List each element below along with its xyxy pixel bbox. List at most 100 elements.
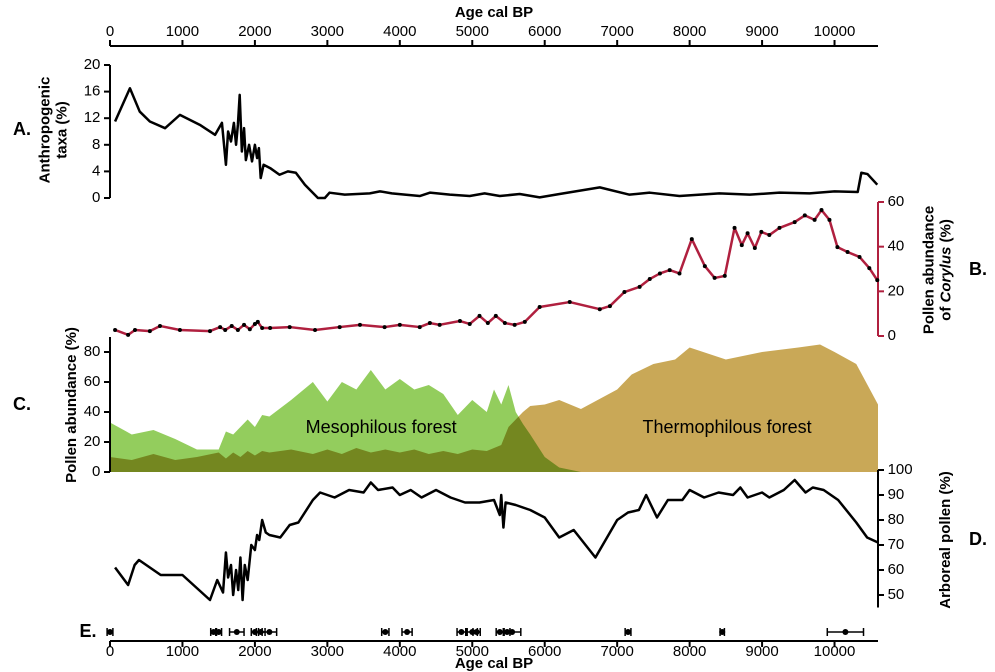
data-point (802, 213, 807, 218)
y-tick-label: 0 (888, 327, 896, 344)
area (110, 370, 878, 472)
y-tick-label: 4 (92, 162, 100, 179)
y-axis-title-part: Corylus (937, 247, 954, 303)
data-point (467, 321, 472, 326)
data-point (835, 245, 840, 250)
x-tick-label: 3000 (311, 643, 344, 660)
y-tick-label: 60 (84, 373, 101, 390)
y-tick-label: 60 (888, 193, 905, 210)
data-point (177, 327, 182, 332)
panel-label: B. (969, 259, 987, 279)
x-tick-label: 5000 (456, 643, 489, 660)
y-axis-title: of Corylus (%) (937, 219, 954, 321)
date-point (842, 629, 849, 635)
data-point (752, 246, 757, 251)
data-point (875, 278, 880, 283)
data-point (252, 321, 257, 326)
data-point (132, 327, 137, 332)
x-tick-label: 10000 (814, 643, 856, 660)
data-point (457, 319, 462, 324)
data-point (702, 264, 707, 269)
data-point (337, 325, 342, 330)
y-axis-title: Pollen abundance (920, 206, 937, 334)
data-point (739, 243, 744, 248)
x-tick-label: 9000 (745, 643, 778, 660)
data-point (113, 327, 118, 332)
data-point (657, 271, 662, 276)
x-tick-label: 0 (106, 643, 114, 660)
data-point (567, 300, 572, 305)
data-point (207, 329, 212, 334)
x-tick-label: 3000 (311, 23, 344, 40)
y-tick-label: 50 (888, 586, 905, 603)
data-point (313, 327, 318, 332)
data-point (485, 321, 490, 326)
data-point (537, 304, 542, 309)
data-point (857, 254, 862, 259)
data-point (777, 225, 782, 230)
x-tick-label: 1000 (166, 643, 199, 660)
x-tick-label: 1000 (166, 23, 199, 40)
y-tick-label: 60 (888, 561, 905, 578)
date-point (107, 629, 113, 635)
panel-label: E. (79, 621, 96, 641)
data-point (502, 321, 507, 326)
x-tick-label: 9000 (745, 23, 778, 40)
data-point (767, 233, 772, 238)
data-point (417, 325, 422, 330)
data-point (667, 268, 672, 273)
date-point (382, 629, 389, 635)
panel-label: C. (13, 394, 31, 414)
y-tick-label: 0 (92, 463, 100, 480)
y-tick-label: 70 (888, 536, 905, 553)
data-point (242, 322, 247, 327)
data-point (819, 208, 824, 213)
date-point (266, 629, 273, 635)
date-point (473, 629, 480, 635)
x-tick-label: 2000 (238, 23, 271, 40)
y-tick-label: 20 (84, 433, 101, 450)
data-point (622, 290, 627, 295)
y-tick-label: 40 (84, 403, 101, 420)
y-tick-label: 0 (92, 189, 100, 206)
data-point (867, 266, 872, 271)
data-point (677, 271, 682, 276)
y-tick-label: 8 (92, 136, 100, 153)
data-point (637, 284, 642, 289)
data-point (493, 313, 498, 318)
x-tick-label: 6000 (528, 643, 561, 660)
data-point (437, 322, 442, 327)
x-tick-label: 7000 (600, 23, 633, 40)
date-point (509, 629, 516, 635)
data-point (247, 327, 252, 332)
y-tick-label: 40 (888, 238, 905, 255)
x-tick-label: 2000 (238, 643, 271, 660)
x-tick-label: 6000 (528, 23, 561, 40)
data-point (268, 325, 273, 330)
data-point (792, 220, 797, 225)
y-tick-label: 16 (84, 83, 101, 100)
data-point (223, 327, 228, 332)
y-tick-label: 20 (888, 282, 905, 299)
x-axis-title: Age cal BP (455, 655, 533, 672)
data-point (712, 275, 717, 280)
data-point (512, 322, 517, 327)
data-point (287, 325, 292, 330)
area-label: Mesophilous forest (306, 417, 457, 437)
data-point (812, 217, 817, 222)
data-point (722, 273, 727, 278)
x-tick-label: 4000 (383, 643, 416, 660)
data-point (647, 277, 652, 282)
data-point (607, 304, 612, 309)
x-tick-label: 8000 (673, 23, 706, 40)
data-point (477, 313, 482, 318)
data-point (827, 217, 832, 222)
data-point (522, 319, 527, 324)
y-tick-label: 90 (888, 486, 905, 503)
panel-label: A. (13, 119, 31, 139)
panel-label: D. (969, 529, 987, 549)
date-point (233, 629, 240, 635)
data-point (732, 225, 737, 230)
data-point (597, 307, 602, 312)
x-tick-label: 10000 (814, 23, 856, 40)
